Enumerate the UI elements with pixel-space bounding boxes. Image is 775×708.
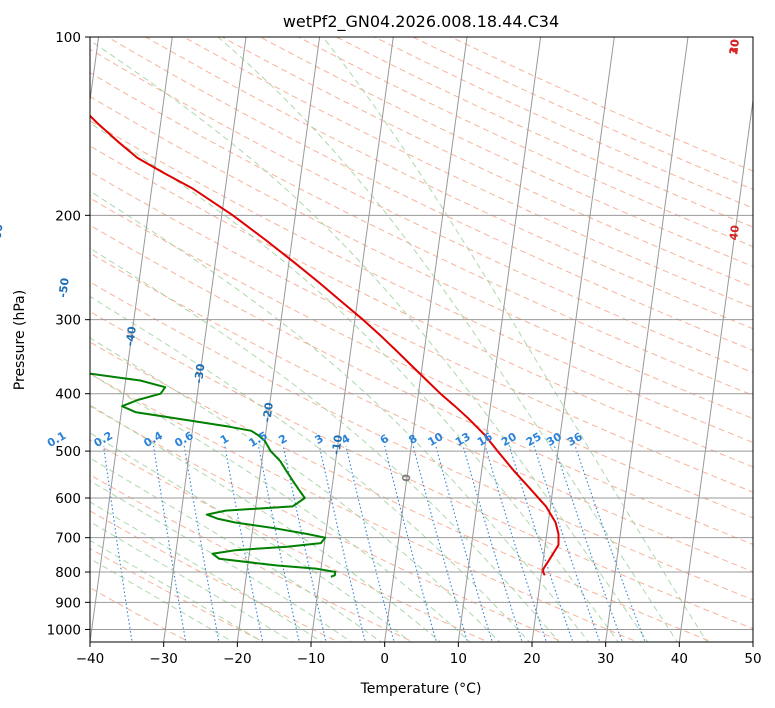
grid: [90, 37, 753, 642]
dry-adiabat: [90, 48, 753, 374]
x-tick-label: 30: [597, 651, 614, 667]
isotherm-label: -50: [56, 277, 72, 299]
y-tick-label: 100: [55, 30, 81, 46]
y-tick-label: 900: [55, 595, 81, 611]
dry-adiabat: [373, 37, 753, 209]
mixing-ratio-line: [533, 445, 601, 642]
x-tick-label: −30: [149, 651, 178, 667]
mixing-ratio-line: [152, 445, 187, 642]
dry-adiabat: [90, 510, 340, 642]
x-tick-label: −40: [76, 651, 105, 667]
x-tick-label: −10: [297, 651, 326, 667]
dry-adiabat: [411, 37, 753, 190]
x-tick-label: 0: [380, 651, 389, 667]
isotherm-line: [310, 37, 394, 642]
dry-adiabat: [90, 171, 753, 493]
isotherm-label: 40: [727, 224, 742, 241]
mixing-ratio-line: [183, 445, 220, 642]
x-tick-label: 40: [671, 651, 688, 667]
dry-adiabat: [90, 95, 753, 420]
moist-adiabat: [90, 247, 560, 642]
dry-adiabat: [90, 197, 753, 519]
dry-adiabat: [90, 474, 415, 642]
mixing-ratio-line: [553, 445, 623, 642]
isotherm-line: [605, 37, 689, 642]
isotherm-label: -30: [192, 362, 208, 384]
x-tick-label: 50: [744, 651, 761, 667]
isotherm-line: [384, 37, 468, 642]
y-axis: 1000 900 800 700 600 500 400 300 200 100: [47, 30, 90, 638]
y-tick-label: 400: [55, 387, 81, 403]
isotherm-label: -40: [123, 325, 139, 347]
mixing-ratio-line: [484, 445, 547, 642]
mixing-ratio-line: [282, 445, 327, 642]
dry-adiabat: [90, 145, 753, 468]
isotherm-label: -20: [260, 401, 276, 423]
x-axis-label: Temperature (°C): [360, 681, 482, 697]
profiles: [90, 114, 560, 578]
isotherm-label: 30: [727, 38, 742, 55]
plot-area-background: [90, 37, 753, 642]
isotherm-line: [90, 37, 100, 104]
line-labels: -100-90-80-70-60-50-40-30-20-10010203040…: [0, 38, 742, 483]
isotherm-line: [531, 37, 615, 642]
isotherm-line: [678, 96, 753, 642]
dry-adiabat: [90, 281, 753, 601]
y-tick-label: 600: [55, 491, 81, 507]
isotherm-line: [90, 37, 173, 642]
mixing-ratio-line: [224, 445, 264, 642]
y-tick-label: 800: [55, 565, 81, 581]
y-tick-label: 700: [55, 531, 81, 547]
dry-adiabat: [106, 37, 753, 351]
y-tick-label: 1000: [47, 622, 81, 638]
y-tick-label: 500: [55, 444, 81, 460]
y-tick-label: 300: [55, 313, 81, 329]
y-axis-label: Pressure (hPa): [12, 290, 28, 390]
dry-adiabat: [90, 252, 753, 573]
mixing-ratio-line: [435, 445, 493, 642]
dry-adiabat: [90, 72, 753, 396]
mixing-ratio-line: [257, 445, 300, 642]
x-tick-label: −20: [223, 651, 252, 667]
temperature-profile: [90, 114, 560, 576]
x-tick-label: 20: [523, 651, 540, 667]
isotherm-line: [163, 37, 247, 642]
isotherm-label: 0: [400, 473, 414, 483]
isotherm-label: -60: [0, 223, 6, 245]
dry-adiabat: [90, 224, 753, 545]
isotherm-label: -10: [330, 434, 346, 456]
mixing-ratio-line: [462, 445, 523, 642]
isotherm-line: [752, 638, 753, 642]
mixing-ratio-line: [103, 445, 133, 642]
isotherm-line: [236, 37, 321, 642]
isotherm-line: [457, 37, 542, 642]
x-tick-label: 10: [450, 651, 467, 667]
plot-frame: [89, 36, 754, 643]
y-tick-label: 200: [55, 208, 81, 224]
dry-adiabat: [90, 341, 714, 642]
x-axis: −40 −30 −20 −10 0 10 20 30 40 50: [76, 642, 762, 667]
dry-adiabat: [90, 310, 753, 630]
dewpoint-profile: [90, 372, 337, 578]
dry-adiabat: [335, 37, 753, 228]
mixing-ratio-line: [508, 445, 574, 642]
dry-adiabat: [449, 37, 753, 172]
isotherm-label: 20: [727, 38, 742, 55]
dry-adiabat: [90, 373, 639, 642]
chart-title: wetPf2_GN04.2026.008.18.44.C34: [283, 12, 559, 32]
isotherm-label: 10: [727, 38, 742, 55]
